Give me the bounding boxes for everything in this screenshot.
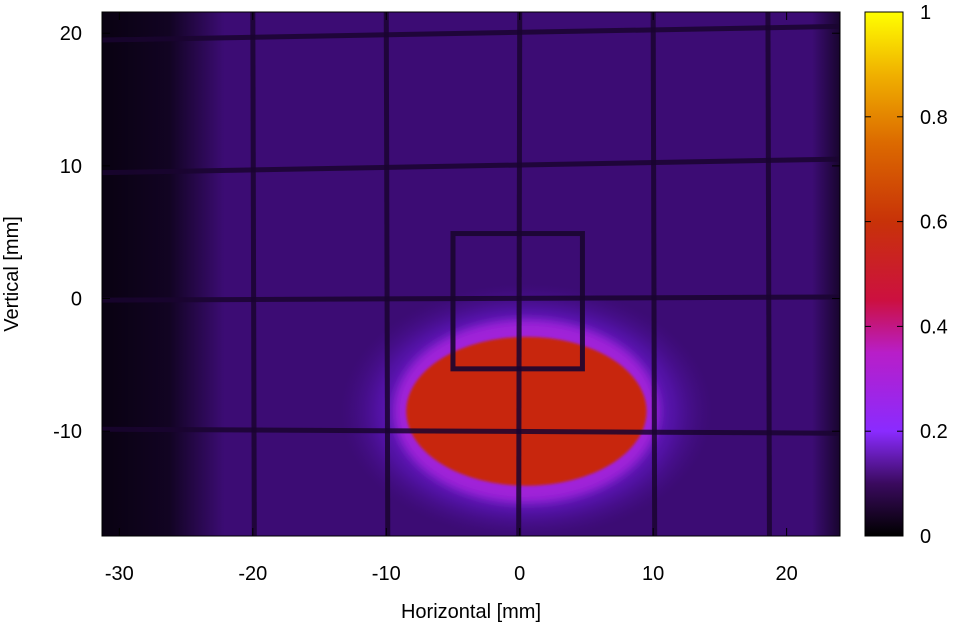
x-tick-label: 20 <box>775 563 797 585</box>
grid-wire-vertical <box>765 12 772 536</box>
colorbar <box>864 11 904 537</box>
x-axis-ticks: -30 -20 -10 0 10 20 <box>105 12 798 585</box>
colorbar-tick-label: 0.6 <box>920 212 948 234</box>
plot-frame <box>101 11 841 537</box>
x-tick-label: -20 <box>238 563 267 585</box>
colorbar-tick-label: 1 <box>920 2 931 24</box>
grid-wire-vertical <box>250 12 257 536</box>
y-tick-label: -10 <box>53 421 82 443</box>
colorbar-tick-label: 0 <box>920 526 931 548</box>
x-tick-label: 10 <box>642 563 664 585</box>
grid-wire-horizontal <box>102 23 840 43</box>
y-axis-ticks: -10 0 10 20 <box>53 23 840 443</box>
colorbar-ticks: 0 0.2 0.4 0.6 0.8 1 <box>865 2 948 548</box>
colorbar-tick-label: 0.4 <box>920 316 948 338</box>
grid-wire-vertical <box>516 12 523 536</box>
grid-wire-horizontal <box>102 294 840 303</box>
grid-wire-horizontal <box>102 426 840 436</box>
y-tick-label: 10 <box>60 156 82 178</box>
grid-wire-horizontal <box>102 156 840 176</box>
beam-spot <box>406 336 647 486</box>
colorbar-tick-label: 0.2 <box>920 421 948 443</box>
grid-wire-vertical <box>650 12 658 536</box>
x-axis-title: Horizontal [mm] <box>401 601 541 623</box>
y-axis-title: Vertical [mm] <box>1 216 23 332</box>
dark-left-region <box>102 12 225 536</box>
inner-square-frame <box>450 231 585 372</box>
plot-area <box>102 12 840 536</box>
x-tick-label: 0 <box>514 563 525 585</box>
x-tick-label: -30 <box>105 563 134 585</box>
x-tick-label: -10 <box>372 563 401 585</box>
colorbar-tick-label: 0.8 <box>920 107 948 129</box>
y-tick-label: 0 <box>71 289 82 311</box>
y-tick-label: 20 <box>60 23 82 45</box>
dark-right-edge <box>812 12 840 536</box>
grid-wire-vertical <box>383 12 391 536</box>
